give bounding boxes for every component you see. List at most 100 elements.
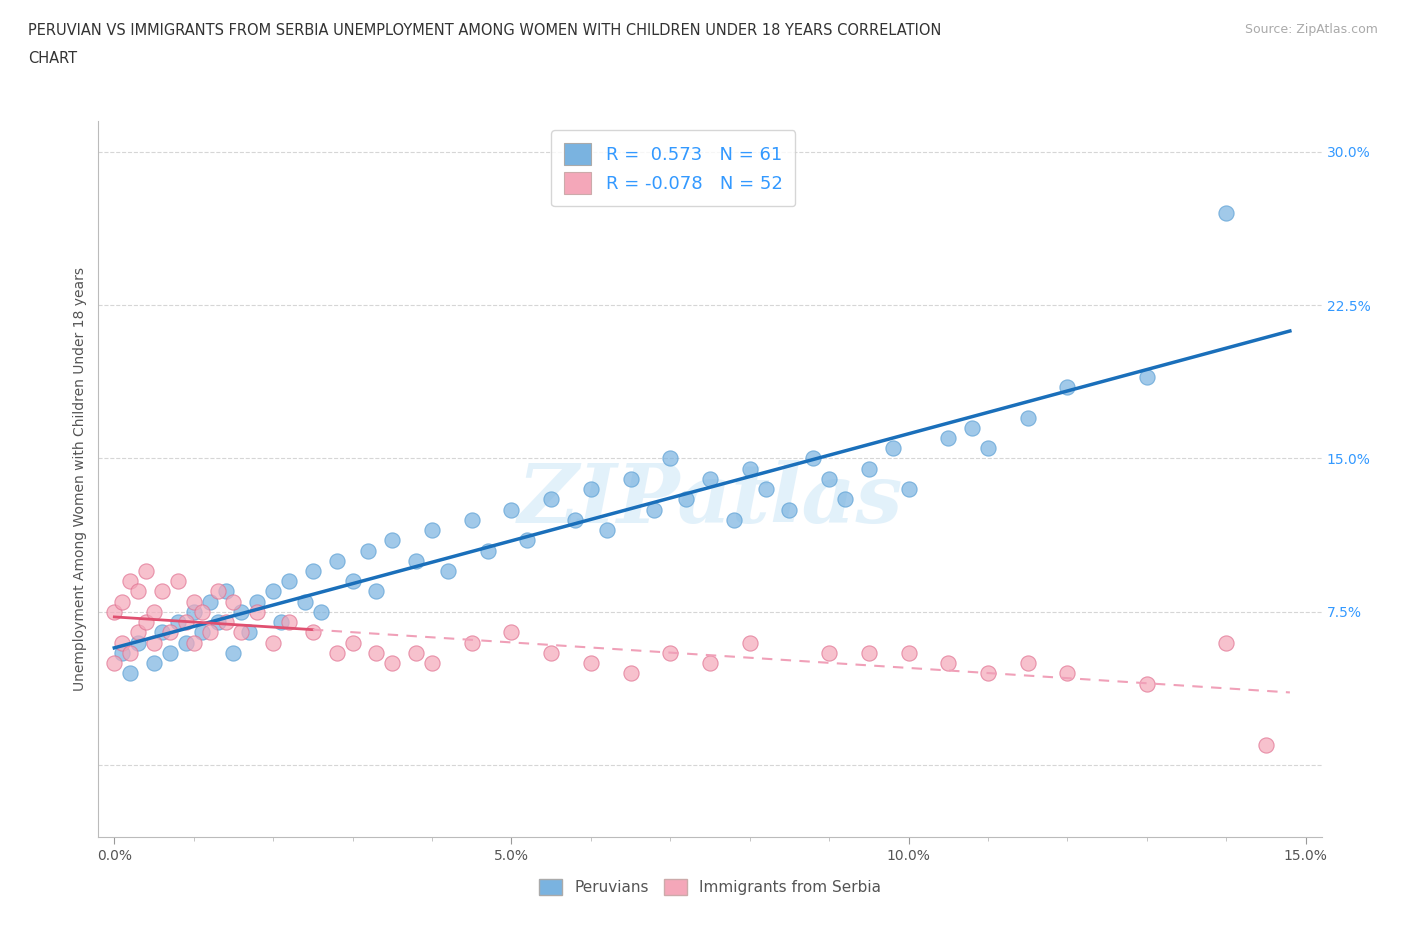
Point xyxy=(897,645,920,660)
Point xyxy=(342,635,364,650)
Point xyxy=(222,594,245,609)
Point xyxy=(858,461,880,476)
Point xyxy=(262,635,284,650)
Point xyxy=(357,543,380,558)
Point xyxy=(111,594,134,609)
Point xyxy=(207,615,229,630)
Point xyxy=(801,451,824,466)
Point xyxy=(222,645,245,660)
Point xyxy=(858,645,880,660)
Point xyxy=(936,431,959,445)
Point xyxy=(174,635,197,650)
Text: CHART: CHART xyxy=(28,51,77,66)
Point xyxy=(437,564,460,578)
Point xyxy=(159,645,181,660)
Point xyxy=(516,533,538,548)
Point xyxy=(540,492,562,507)
Point xyxy=(620,666,643,681)
Point xyxy=(262,584,284,599)
Point xyxy=(120,666,142,681)
Point xyxy=(342,574,364,589)
Point xyxy=(960,420,983,435)
Point xyxy=(166,615,188,630)
Point xyxy=(366,645,388,660)
Point xyxy=(183,604,205,619)
Point xyxy=(977,666,1000,681)
Point xyxy=(127,625,149,640)
Point xyxy=(420,523,443,538)
Point xyxy=(977,441,1000,456)
Point xyxy=(198,625,221,640)
Point xyxy=(150,625,173,640)
Point xyxy=(738,635,761,650)
Point xyxy=(675,492,697,507)
Point xyxy=(246,594,269,609)
Point xyxy=(1215,206,1237,220)
Point xyxy=(325,645,347,660)
Point xyxy=(325,553,347,568)
Point xyxy=(214,584,236,599)
Point xyxy=(1017,656,1039,671)
Point xyxy=(659,451,682,466)
Point xyxy=(150,584,173,599)
Point xyxy=(207,584,229,599)
Point xyxy=(302,564,325,578)
Point xyxy=(755,482,778,497)
Point xyxy=(461,635,484,650)
Point xyxy=(834,492,856,507)
Point xyxy=(778,502,800,517)
Point xyxy=(420,656,443,671)
Point xyxy=(1215,635,1237,650)
Point xyxy=(659,645,682,660)
Point xyxy=(294,594,316,609)
Point xyxy=(405,553,427,568)
Point xyxy=(246,604,269,619)
Point xyxy=(699,656,721,671)
Point xyxy=(103,604,125,619)
Point xyxy=(1254,737,1277,752)
Point xyxy=(366,584,388,599)
Point xyxy=(1056,379,1078,394)
Point xyxy=(214,615,236,630)
Point xyxy=(723,512,745,527)
Point xyxy=(143,635,166,650)
Point xyxy=(238,625,260,640)
Point xyxy=(405,645,427,660)
Legend: Peruvians, Immigrants from Serbia: Peruvians, Immigrants from Serbia xyxy=(533,872,887,901)
Point xyxy=(159,625,181,640)
Point xyxy=(882,441,904,456)
Point xyxy=(897,482,920,497)
Point xyxy=(596,523,619,538)
Point xyxy=(381,656,404,671)
Point xyxy=(643,502,665,517)
Point xyxy=(579,482,602,497)
Point xyxy=(174,615,197,630)
Point xyxy=(620,472,643,486)
Point xyxy=(166,574,188,589)
Point xyxy=(501,625,523,640)
Point xyxy=(120,645,142,660)
Point xyxy=(278,615,301,630)
Point xyxy=(1136,369,1159,384)
Point xyxy=(1056,666,1078,681)
Text: Source: ZipAtlas.com: Source: ZipAtlas.com xyxy=(1244,23,1378,36)
Text: ZIPatlas: ZIPatlas xyxy=(517,460,903,540)
Point xyxy=(477,543,499,558)
Point xyxy=(183,594,205,609)
Point xyxy=(111,645,134,660)
Point xyxy=(127,584,149,599)
Point xyxy=(738,461,761,476)
Point xyxy=(278,574,301,589)
Point xyxy=(190,625,212,640)
Point xyxy=(1017,410,1039,425)
Point xyxy=(699,472,721,486)
Point xyxy=(302,625,325,640)
Point xyxy=(231,604,253,619)
Point xyxy=(120,574,142,589)
Point xyxy=(231,625,253,640)
Point xyxy=(564,512,586,527)
Point xyxy=(135,564,157,578)
Point xyxy=(818,472,841,486)
Point xyxy=(309,604,332,619)
Point xyxy=(143,656,166,671)
